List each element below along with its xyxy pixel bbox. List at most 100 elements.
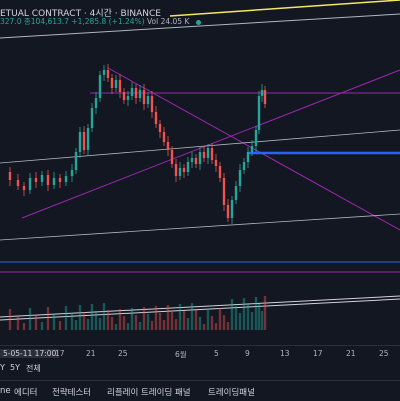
time-axis[interactable]: 5-05-11 17:00 17 21 25 6월 5 9 13 17 21 2… (0, 345, 400, 362)
volume-bar (214, 323, 218, 330)
candle-body (150, 96, 154, 112)
tab-strategy-tester[interactable]: 전략테스터 (52, 388, 92, 398)
stats-prefix: 327.0 (0, 17, 22, 26)
volume-bar (218, 308, 222, 330)
white-channel-line-1[interactable] (0, 295, 400, 318)
candle-body (90, 108, 94, 128)
volume-bar (22, 323, 26, 330)
time-tick: 13 (280, 349, 290, 358)
range-all-button[interactable]: 전체 (26, 364, 41, 373)
candle-body (246, 152, 250, 162)
volume-bar (102, 303, 106, 330)
candle-body (166, 142, 170, 150)
candle-body (86, 128, 90, 150)
candle-body (254, 130, 258, 146)
volume-bar (263, 296, 267, 330)
time-tick: 5 (214, 349, 219, 358)
volume-bar (86, 319, 90, 330)
volume-bar (114, 324, 118, 330)
candle-body (238, 170, 242, 186)
candle-body (260, 90, 264, 96)
volume-bar (257, 304, 261, 330)
chart-area[interactable]: ETUAL CONTRACT · 4시간 · BINANCE 327.0 종10… (0, 0, 400, 345)
candle-body (218, 166, 222, 178)
volume-bar (194, 310, 198, 330)
stats-volume: Vol 24.05 K (147, 17, 190, 26)
volume-bar (40, 322, 44, 330)
candle-body (40, 175, 44, 182)
volume-bar (154, 306, 158, 330)
volume-bar (242, 298, 246, 330)
volume-bar (16, 316, 20, 330)
descending-trendline[interactable] (107, 67, 400, 231)
volume-bar (122, 316, 126, 330)
lower-channel-line[interactable] (0, 213, 400, 241)
candle-body (190, 158, 194, 162)
candle-body (198, 152, 202, 164)
candle-body (52, 178, 56, 185)
highlight-date: 5-05-11 (3, 349, 33, 358)
candle-body (230, 200, 234, 218)
stats-close: 종104,613.7 (23, 17, 69, 26)
time-tick: 21 (346, 349, 356, 358)
volume-bar (198, 317, 202, 330)
time-tick: 21 (86, 349, 96, 358)
volume-bar (250, 312, 254, 330)
volume-bar (70, 313, 74, 330)
candle-body (94, 98, 98, 108)
candle-body (194, 158, 198, 164)
candle-body (64, 176, 68, 182)
candle-body (154, 112, 158, 124)
ascending-trendline[interactable] (21, 69, 400, 219)
volume-bar (142, 307, 146, 330)
volume-bar (226, 322, 230, 330)
volume-bar (64, 306, 68, 330)
time-tick: 17 (55, 349, 65, 358)
candle-body (182, 168, 186, 172)
volume-bar (210, 316, 214, 330)
candle-body (250, 146, 254, 152)
candle-body (206, 148, 210, 158)
candle-body (174, 164, 178, 176)
time-tick: 9 (245, 349, 250, 358)
volume-bar (222, 315, 226, 330)
volume-bar (146, 314, 150, 330)
candle-body (70, 170, 74, 176)
volume-bar (46, 307, 50, 330)
volume-bar (110, 317, 114, 330)
tab-trading-panel[interactable]: 트레이딩패널 (208, 388, 255, 398)
volume-bar (90, 304, 94, 330)
range-5y-button[interactable]: 5Y (10, 363, 20, 372)
chart-title: ETUAL CONTRACT · 4시간 · BINANCE (0, 9, 161, 19)
range-bar[interactable]: Y 5Y 전체 (0, 361, 400, 376)
candle-body (82, 132, 86, 150)
volume-bar (52, 314, 56, 330)
candle-body (146, 96, 150, 104)
candle-body (74, 152, 78, 170)
price-chart[interactable] (0, 0, 400, 345)
yellow-trendline[interactable] (169, 0, 400, 17)
volume-bars-group (8, 296, 267, 330)
tab-pine[interactable]: ne (0, 386, 11, 396)
candle-body (78, 132, 82, 152)
volume-bar (260, 311, 264, 330)
volume-bar (126, 323, 130, 330)
bottom-panel-tabs[interactable]: ne 에디터 전략테스터 리플레이 트레이딩 패널 트레이딩패널 (0, 380, 400, 401)
candle-body (58, 178, 62, 182)
mid-channel-line[interactable] (0, 129, 400, 164)
candle-body (28, 178, 32, 190)
candle-body (226, 205, 230, 218)
volume-bar (138, 322, 142, 330)
volume-bar (106, 310, 110, 330)
volume-bar (34, 315, 38, 330)
white-channel-line-2[interactable] (0, 298, 400, 321)
candle-body (214, 160, 218, 166)
candle-body (202, 152, 206, 158)
volume-bar (162, 320, 166, 330)
upper-channel-line[interactable] (0, 13, 400, 39)
volume-bar (166, 305, 170, 330)
tab-replay-trading[interactable]: 리플레이 트레이딩 패널 (107, 388, 191, 398)
range-1y-button[interactable]: Y (0, 363, 5, 372)
tab-editor[interactable]: 에디터 (14, 388, 38, 398)
volume-bar (170, 312, 174, 330)
